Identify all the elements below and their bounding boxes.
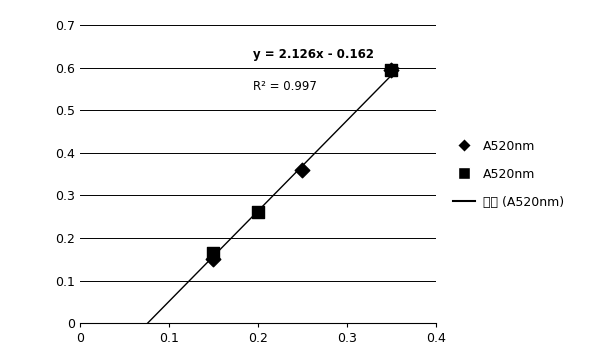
Text: R² = 0.997: R² = 0.997 bbox=[254, 80, 317, 93]
Point bbox=[297, 167, 307, 173]
Point bbox=[387, 67, 397, 73]
Legend: A520nm, A520nm, 线性 (A520nm): A520nm, A520nm, 线性 (A520nm) bbox=[453, 140, 564, 209]
Point bbox=[209, 250, 219, 256]
Text: y = 2.126x - 0.162: y = 2.126x - 0.162 bbox=[254, 48, 375, 61]
Point bbox=[387, 67, 397, 73]
Point bbox=[253, 210, 263, 215]
Point bbox=[209, 256, 219, 262]
